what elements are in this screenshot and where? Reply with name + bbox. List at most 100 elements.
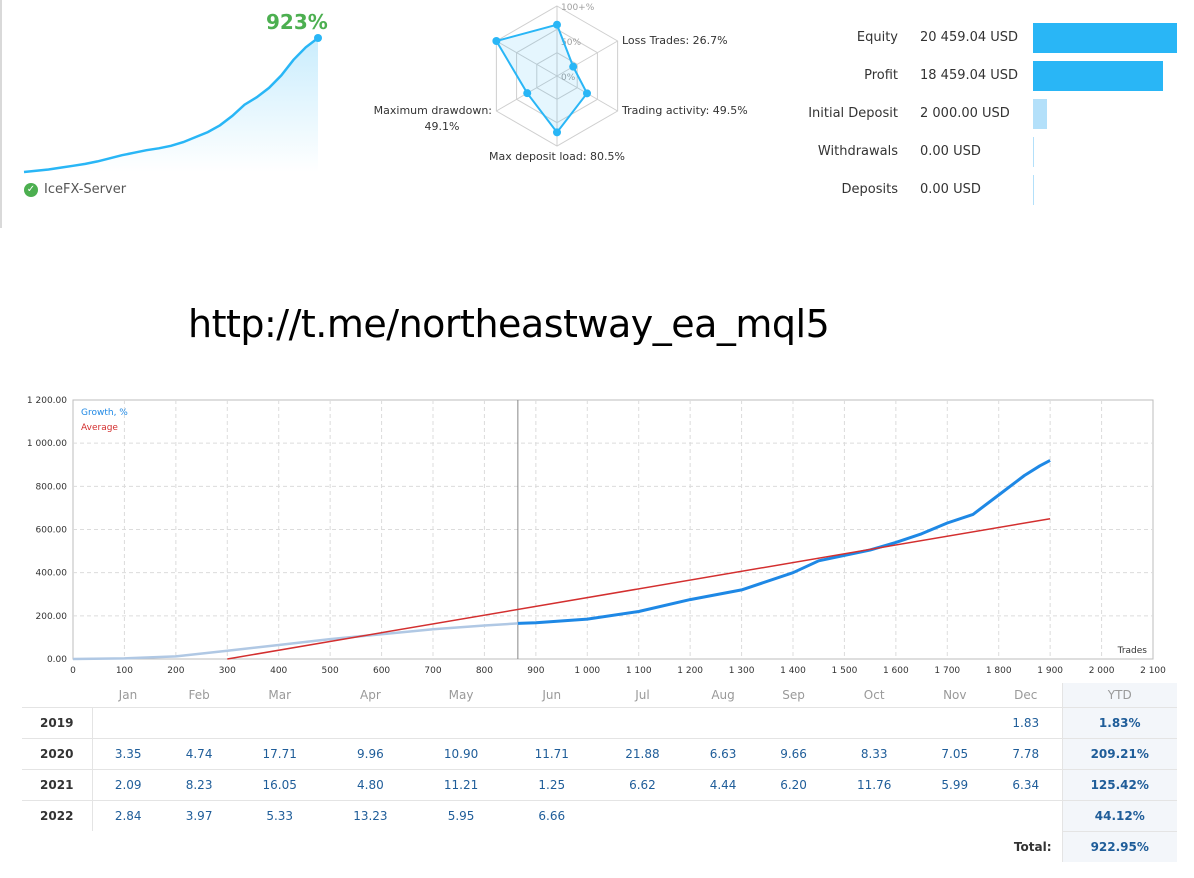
month-value: 2.09 <box>92 768 164 800</box>
growth-percent: 923% <box>266 10 328 34</box>
risk-radar-chart: 100+% 50% 0% Loss Trades: 26.7% Trading acti… <box>374 3 748 163</box>
month-value <box>919 799 991 831</box>
month-value <box>919 706 991 738</box>
balance-value: 18 459.04 USD <box>920 68 1019 83</box>
y-tick-label: 600.00 <box>36 526 68 536</box>
balance-bar <box>1033 23 1177 53</box>
radar-point <box>553 128 561 137</box>
x-tick-label: 1 600 <box>883 666 909 676</box>
growth-line <box>517 459 1051 625</box>
balance-value: 0.00 USD <box>920 144 981 159</box>
balance-row: Initial Deposit 2 000.00 USD <box>790 99 1194 129</box>
x-tick-label: 1 400 <box>780 666 806 676</box>
month-value <box>325 706 416 738</box>
month-header: Jun <box>542 687 562 702</box>
month-value: 1.83 <box>990 706 1062 738</box>
month-value: 17.71 <box>234 737 326 769</box>
balance-label: Deposits <box>841 182 898 197</box>
month-header: Jul <box>635 687 650 702</box>
month-value: 2.84 <box>92 799 164 831</box>
month-header: May <box>448 687 474 702</box>
month-header: Oct <box>863 687 885 702</box>
month-header: Mar <box>268 687 292 702</box>
balance-bar <box>1033 175 1034 205</box>
radar-spoke <box>496 40 558 77</box>
x-tick-label: 800 <box>476 666 493 676</box>
month-value: 6.20 <box>758 768 829 800</box>
year-header <box>22 683 92 707</box>
month-value: 8.23 <box>163 768 235 800</box>
x-tick-label: 1 800 <box>986 666 1012 676</box>
balance-value: 2 000.00 USD <box>920 106 1010 121</box>
month-value: 9.96 <box>325 737 416 769</box>
legend-growth: Growth, % <box>81 408 128 418</box>
sparkline-line <box>23 37 319 174</box>
left-border <box>0 0 2 228</box>
month-value: 4.80 <box>325 768 416 800</box>
balance-row: Withdrawals 0.00 USD <box>790 137 1194 167</box>
month-value: 5.33 <box>234 799 326 831</box>
year-row: 2022 2.84 3.97 5.33 13.23 5.95 6.66 44.12% <box>22 799 1177 831</box>
month-value: 5.99 <box>919 768 991 800</box>
month-value: 1.25 <box>506 768 598 800</box>
balance-summary: Equity 20 459.04 USD Profit 18 459.04 USD In… <box>790 0 1194 230</box>
average-line <box>227 517 1051 660</box>
month-value: 16.05 <box>234 768 326 800</box>
radar-axis-value: 49.1% <box>425 120 460 133</box>
ytd-value: 209.21% <box>1061 737 1177 769</box>
x-tick-label: 1 200 <box>677 666 703 676</box>
balance-bar <box>1033 61 1163 91</box>
month-value: 7.78 <box>990 737 1062 769</box>
month-value: 11.21 <box>415 768 507 800</box>
month-header: Aug <box>711 687 735 702</box>
month-value <box>92 706 164 738</box>
radar-spoke <box>556 40 618 77</box>
radar-scale-label: 0% <box>561 73 576 83</box>
x-axis-label: Trades <box>1117 646 1148 656</box>
legend-average: Average <box>81 423 118 433</box>
balance-label: Withdrawals <box>817 144 898 159</box>
x-tick-label: 1 300 <box>729 666 755 676</box>
y-tick-label: 1 000.00 <box>27 439 67 449</box>
telegram-link[interactable]: http://t.me/northeastway_ea_mql5 <box>188 302 830 346</box>
x-tick-label: 500 <box>322 666 339 676</box>
month-value: 5.95 <box>415 799 507 831</box>
radar-point <box>569 62 578 71</box>
y-tick-label: 1 200.00 <box>27 396 67 406</box>
y-tick-label: 200.00 <box>36 612 68 622</box>
server-badge[interactable]: ✓ IceFX-Server <box>24 182 126 197</box>
y-tick-label: 800.00 <box>36 482 68 492</box>
month-value: 13.23 <box>325 799 416 831</box>
total-value: 922.95% <box>1061 830 1177 862</box>
monthly-header-row: Jan Feb Mar Apr May Jun Jul Aug Sep Oct Nov Dec YTD <box>22 683 1177 707</box>
month-value <box>828 799 920 831</box>
balance-bar <box>1033 99 1048 129</box>
balance-bar <box>1033 137 1034 167</box>
x-tick-label: 1 100 <box>626 666 652 676</box>
growth-chart: 0 100 200 300 400 500 600 700 800 900 1 000 1 100 1 … <box>27 396 1166 676</box>
month-value <box>758 799 829 831</box>
total-label: Total: <box>1013 839 1052 854</box>
radar-point <box>523 89 532 98</box>
balance-label: Initial Deposit <box>808 106 898 121</box>
x-tick-label: 1 900 <box>1037 666 1063 676</box>
balance-label: Profit <box>864 68 898 83</box>
ytd-value: 44.12% <box>1061 799 1177 831</box>
x-tick-label: 1 700 <box>934 666 960 676</box>
month-value <box>758 706 829 738</box>
x-tick-label: 100 <box>116 666 133 676</box>
monthly-returns-table: Jan Feb Mar Apr May Jun Jul Aug Sep Oct Nov Dec YTD … <box>22 683 1177 862</box>
month-value: 7.05 <box>919 737 991 769</box>
server-name: IceFX-Server <box>44 182 127 197</box>
month-value <box>687 706 759 738</box>
month-value: 6.63 <box>687 737 759 769</box>
month-value <box>506 706 598 738</box>
month-value: 8.33 <box>828 737 920 769</box>
month-value <box>234 706 326 738</box>
sparkline-area <box>24 38 318 172</box>
month-value: 10.90 <box>415 737 507 769</box>
x-tick-label: 1 500 <box>832 666 858 676</box>
radar-axis-label: Max deposit load: 80.5% <box>489 150 625 163</box>
x-tick-label: 2 000 <box>1089 666 1115 676</box>
month-header: Feb <box>188 687 210 702</box>
